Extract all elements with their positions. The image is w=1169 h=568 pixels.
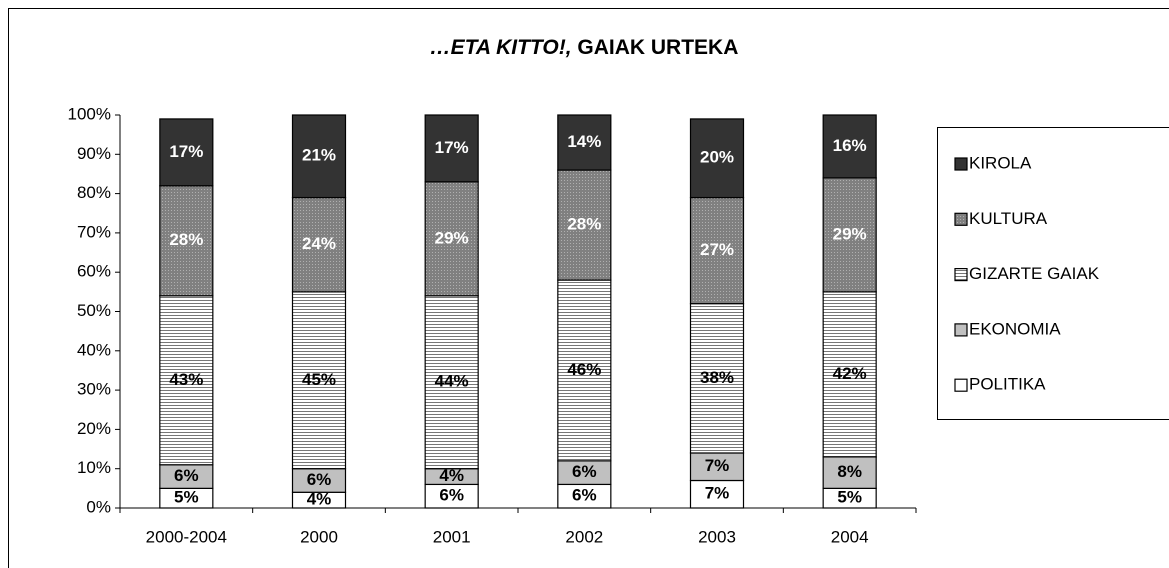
- data-label: 27%: [700, 240, 734, 259]
- bar-segment: [291, 291, 347, 470]
- data-label: 6%: [307, 470, 332, 489]
- data-label: 4%: [307, 490, 332, 509]
- bar-segment: [822, 114, 877, 179]
- legend-swatch: [954, 378, 968, 392]
- legend-label: KULTURA: [969, 209, 1048, 228]
- title-part: GAIAK URTEKA: [577, 36, 738, 59]
- data-label: 17%: [435, 138, 469, 157]
- data-label: 21%: [302, 146, 336, 165]
- x-tick-label: 2002: [565, 527, 603, 546]
- data-label: 24%: [302, 234, 336, 253]
- data-label: 29%: [833, 224, 867, 243]
- legend-swatch: [954, 212, 968, 226]
- data-label: 45%: [302, 370, 336, 389]
- data-label: 38%: [700, 368, 734, 387]
- data-label: 46%: [567, 360, 601, 379]
- data-label: 6%: [174, 466, 199, 485]
- data-label: 20%: [700, 148, 734, 167]
- bar-segment: [159, 118, 214, 187]
- bar-segment: [424, 181, 479, 297]
- legend-box: [937, 127, 1169, 420]
- bar-segment: [689, 118, 745, 199]
- data-label: 17%: [169, 142, 203, 161]
- legend-label: GIZARTE GAIAK: [969, 264, 1100, 283]
- bar-segment: [557, 279, 612, 462]
- bar-segment: [159, 185, 214, 297]
- bar-segment: [557, 114, 612, 171]
- data-label: 42%: [833, 364, 867, 383]
- bar-segment: [424, 295, 479, 470]
- data-label: 16%: [833, 136, 867, 155]
- legend-swatch: [954, 323, 968, 337]
- bar-segment: [822, 291, 877, 458]
- legend-label: KIROLA: [969, 153, 1032, 172]
- y-tick-label: 60%: [77, 262, 111, 281]
- y-tick-label: 50%: [77, 301, 111, 320]
- bar-segment: [159, 295, 214, 466]
- bar-segment: [822, 456, 877, 489]
- y-tick-label: 80%: [77, 183, 111, 202]
- data-label: 5%: [837, 488, 862, 507]
- bar-segment: [689, 196, 745, 305]
- data-label: 6%: [572, 462, 597, 481]
- data-label: 7%: [705, 484, 730, 503]
- data-label: 6%: [572, 486, 597, 505]
- data-label: 43%: [169, 370, 203, 389]
- bar-segment: [291, 114, 347, 199]
- bar-segment: [291, 196, 347, 293]
- data-label: 4%: [439, 466, 464, 485]
- y-tick-label: 30%: [77, 380, 111, 399]
- x-tick-label: 2004: [831, 527, 869, 546]
- legend-swatch: [954, 157, 968, 171]
- data-label: 28%: [169, 230, 203, 249]
- data-label: 5%: [174, 488, 199, 507]
- data-label: 8%: [837, 462, 862, 481]
- data-label: 6%: [439, 486, 464, 505]
- legend-label: POLITIKA: [969, 375, 1046, 394]
- y-tick-label: 0%: [86, 497, 111, 516]
- bar-segment: [689, 452, 745, 482]
- bar-segment: [424, 114, 479, 183]
- legend-swatch: [954, 268, 968, 282]
- y-tick-label: 90%: [77, 144, 111, 163]
- data-label: 7%: [705, 456, 730, 475]
- data-label: 29%: [435, 228, 469, 247]
- x-tick-label: 2003: [698, 527, 736, 546]
- title-part: …ETA KITTO!,: [430, 36, 572, 59]
- x-tick-label: 2001: [433, 527, 471, 546]
- bar-segment: [822, 177, 877, 293]
- y-tick-label: 40%: [77, 340, 111, 359]
- chart-title: …ETA KITTO!, GAIAK URTEKA: [430, 36, 739, 59]
- y-tick-label: 70%: [77, 222, 111, 241]
- y-tick-label: 100%: [68, 104, 111, 123]
- data-label: 14%: [567, 132, 601, 151]
- x-tick-label: 2000-2004: [146, 527, 227, 546]
- y-tick-label: 20%: [77, 419, 111, 438]
- x-tick-label: 2000: [300, 527, 338, 546]
- data-label: 28%: [567, 215, 601, 234]
- y-tick-label: 10%: [77, 458, 111, 477]
- data-label: 44%: [435, 372, 469, 391]
- legend-label: EKONOMIA: [969, 319, 1061, 338]
